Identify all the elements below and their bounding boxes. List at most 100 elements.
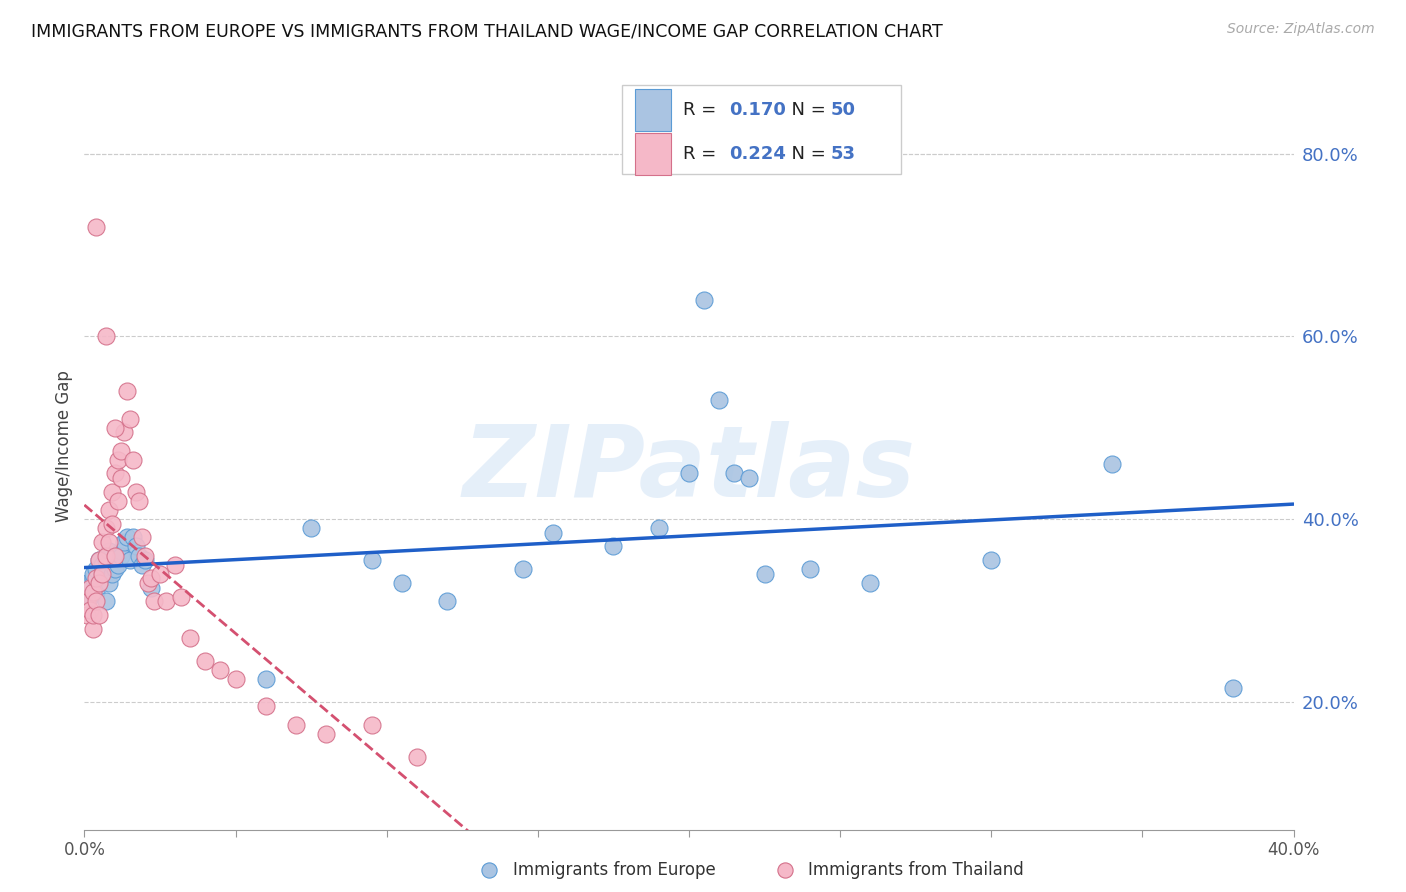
Point xyxy=(648,521,671,535)
Point xyxy=(86,585,108,599)
Text: N =: N = xyxy=(780,145,831,163)
Point xyxy=(100,566,122,581)
Point xyxy=(118,553,141,567)
Point xyxy=(773,863,796,877)
Point xyxy=(360,717,382,731)
Point xyxy=(94,329,117,343)
Point xyxy=(170,590,193,604)
Point xyxy=(131,558,153,572)
Y-axis label: Wage/Income Gap: Wage/Income Gap xyxy=(55,370,73,522)
Text: R =: R = xyxy=(683,101,721,120)
Point xyxy=(82,571,104,585)
Point xyxy=(139,571,162,585)
Point xyxy=(134,549,156,563)
Point xyxy=(121,530,143,544)
Text: 53: 53 xyxy=(831,145,855,163)
Point xyxy=(225,672,247,686)
Point xyxy=(94,594,117,608)
Point xyxy=(76,607,98,622)
Point xyxy=(79,590,101,604)
Point xyxy=(107,452,129,467)
Point xyxy=(110,544,132,558)
Point xyxy=(82,622,104,636)
Text: 0.170: 0.170 xyxy=(728,101,786,120)
Point xyxy=(209,663,232,677)
Text: Immigrants from Europe: Immigrants from Europe xyxy=(513,861,716,879)
Point xyxy=(709,393,731,408)
Point xyxy=(76,576,98,591)
Text: ZIPatlas: ZIPatlas xyxy=(463,420,915,517)
Point xyxy=(91,566,114,581)
Point xyxy=(110,443,132,458)
Point xyxy=(82,607,104,622)
Point xyxy=(91,558,114,572)
Point xyxy=(82,566,104,581)
Point xyxy=(89,553,111,567)
Point xyxy=(94,553,117,567)
Bar xyxy=(634,89,671,131)
Point xyxy=(79,581,101,595)
Point xyxy=(723,467,745,481)
Point xyxy=(79,603,101,617)
Point xyxy=(478,863,501,877)
Point xyxy=(97,544,120,558)
Point xyxy=(86,594,108,608)
Point xyxy=(142,594,165,608)
Point xyxy=(512,562,534,576)
Point xyxy=(110,471,132,485)
Point xyxy=(754,566,776,581)
Point xyxy=(136,576,159,591)
Point xyxy=(315,726,337,740)
Point xyxy=(94,549,117,563)
Point xyxy=(89,576,111,591)
Bar xyxy=(634,133,671,176)
Text: R =: R = xyxy=(683,145,721,163)
Point xyxy=(104,562,127,576)
Point xyxy=(980,553,1002,567)
Point xyxy=(299,521,322,535)
Point xyxy=(115,530,138,544)
Point xyxy=(693,293,716,307)
FancyBboxPatch shape xyxy=(623,86,901,174)
Point xyxy=(115,384,138,399)
Point xyxy=(121,452,143,467)
Point xyxy=(194,654,217,668)
Point xyxy=(360,553,382,567)
Point xyxy=(125,540,148,554)
Point xyxy=(91,566,114,581)
Point xyxy=(94,521,117,535)
Point xyxy=(165,558,187,572)
Point xyxy=(391,576,413,591)
Point xyxy=(541,525,564,540)
Point xyxy=(738,471,761,485)
Point xyxy=(91,534,114,549)
Point xyxy=(1101,457,1123,471)
Text: N =: N = xyxy=(780,101,831,120)
Point xyxy=(139,581,162,595)
Point xyxy=(406,749,429,764)
Point xyxy=(86,219,108,234)
Point xyxy=(118,411,141,425)
Point xyxy=(134,553,156,567)
Text: Immigrants from Thailand: Immigrants from Thailand xyxy=(808,861,1024,879)
Point xyxy=(107,493,129,508)
Point xyxy=(104,421,127,435)
Text: 0.224: 0.224 xyxy=(728,145,786,163)
Point xyxy=(179,631,201,645)
Point xyxy=(76,594,98,608)
Point xyxy=(112,425,135,440)
Point xyxy=(104,549,127,563)
Point xyxy=(125,484,148,499)
Point xyxy=(86,571,108,585)
Point xyxy=(131,530,153,544)
Point xyxy=(104,549,127,563)
Text: IMMIGRANTS FROM EUROPE VS IMMIGRANTS FROM THAILAND WAGE/INCOME GAP CORRELATION C: IMMIGRANTS FROM EUROPE VS IMMIGRANTS FRO… xyxy=(31,22,942,40)
Point xyxy=(799,562,821,576)
Point xyxy=(254,672,277,686)
Point xyxy=(82,585,104,599)
Point xyxy=(107,558,129,572)
Point xyxy=(285,717,308,731)
Point xyxy=(678,467,700,481)
Point xyxy=(100,484,122,499)
Point xyxy=(110,549,132,563)
